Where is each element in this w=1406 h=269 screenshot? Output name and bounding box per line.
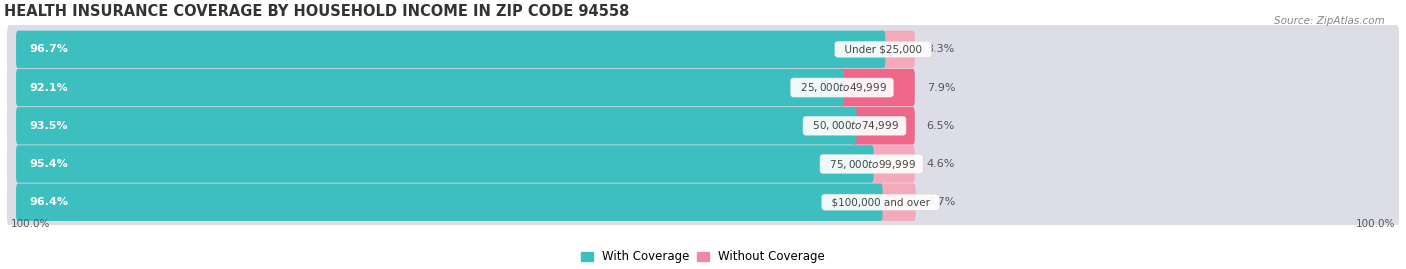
FancyBboxPatch shape xyxy=(868,145,915,183)
FancyBboxPatch shape xyxy=(838,69,915,106)
Text: $75,000 to $99,999: $75,000 to $99,999 xyxy=(823,158,920,171)
Text: 4.6%: 4.6% xyxy=(927,159,955,169)
Text: 92.1%: 92.1% xyxy=(30,83,67,93)
FancyBboxPatch shape xyxy=(15,107,856,144)
Text: 93.5%: 93.5% xyxy=(30,121,67,131)
Text: HEALTH INSURANCE COVERAGE BY HOUSEHOLD INCOME IN ZIP CODE 94558: HEALTH INSURANCE COVERAGE BY HOUSEHOLD I… xyxy=(4,4,630,19)
Text: 3.7%: 3.7% xyxy=(928,197,956,207)
FancyBboxPatch shape xyxy=(7,23,1399,76)
Text: $100,000 and over: $100,000 and over xyxy=(825,197,936,207)
FancyBboxPatch shape xyxy=(15,31,886,68)
Text: 95.4%: 95.4% xyxy=(30,159,67,169)
FancyBboxPatch shape xyxy=(851,107,915,144)
Text: 96.7%: 96.7% xyxy=(30,44,69,54)
Text: 96.4%: 96.4% xyxy=(30,197,69,207)
Text: 3.3%: 3.3% xyxy=(927,44,955,54)
FancyBboxPatch shape xyxy=(15,69,844,106)
Text: Source: ZipAtlas.com: Source: ZipAtlas.com xyxy=(1274,16,1385,26)
Text: 6.5%: 6.5% xyxy=(927,121,955,131)
FancyBboxPatch shape xyxy=(7,61,1399,114)
FancyBboxPatch shape xyxy=(880,31,915,68)
Legend: With Coverage, Without Coverage: With Coverage, Without Coverage xyxy=(581,250,825,263)
FancyBboxPatch shape xyxy=(15,145,873,183)
Text: 100.0%: 100.0% xyxy=(11,219,51,229)
Text: $50,000 to $74,999: $50,000 to $74,999 xyxy=(806,119,903,132)
Text: 100.0%: 100.0% xyxy=(1355,219,1395,229)
FancyBboxPatch shape xyxy=(7,176,1399,229)
FancyBboxPatch shape xyxy=(15,183,883,221)
FancyBboxPatch shape xyxy=(7,100,1399,152)
Text: $25,000 to $49,999: $25,000 to $49,999 xyxy=(793,81,890,94)
Text: 7.9%: 7.9% xyxy=(927,83,955,93)
FancyBboxPatch shape xyxy=(7,138,1399,190)
Text: Under $25,000: Under $25,000 xyxy=(838,44,928,54)
FancyBboxPatch shape xyxy=(877,183,915,221)
